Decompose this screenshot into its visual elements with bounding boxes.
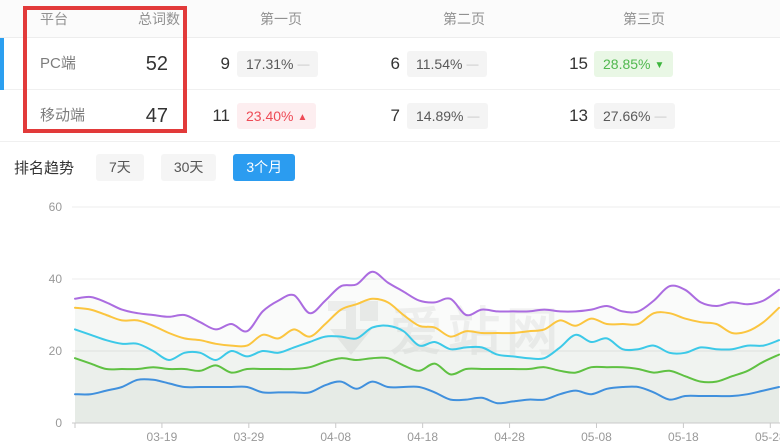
total-words-value: 47 (145, 105, 168, 127)
trend-section-title: 排名趋势 (14, 159, 75, 177)
page2-percent-badge: 14.89% — (407, 103, 489, 129)
percent-value: 11.54% (416, 56, 463, 72)
y-tick-label: 0 (55, 416, 62, 430)
page3-percent-badge: 27.66% — (594, 103, 676, 129)
trend-section-toolbar: 排名趋势 7天 30天 3个月 (0, 142, 780, 192)
chart-series-blue (74, 378, 780, 405)
trend-flat-icon: — (467, 109, 480, 123)
page1-percent-badge: 17.31% — (237, 51, 319, 77)
platform-label: 移动端 (40, 107, 86, 124)
chart-series-cyan (74, 324, 780, 361)
table-header-row: 平台 总词数 第一页 第二页 第三页 (0, 0, 780, 38)
tab-3months[interactable]: 3个月 (233, 153, 296, 181)
trend-flat-icon: — (654, 109, 667, 123)
trend-up-icon: ▲ (297, 112, 308, 123)
table-row-mobile[interactable]: 移动端 47 11 23.40% ▲ 7 14.89% — 13 27.66% — (0, 90, 780, 142)
area-fills (75, 272, 779, 423)
page1-count: 9 (220, 54, 230, 73)
trend-flat-icon: — (466, 57, 479, 71)
chart-series-purple (74, 270, 780, 333)
percent-value: 14.89% (416, 108, 464, 124)
x-axis: 03-19 03-29 04-08 04-18 04-28 05-08 05-18 05-28 (72, 422, 780, 442)
page3-count: 13 (569, 106, 588, 125)
page2-percent-badge: 11.54% — (407, 51, 488, 77)
x-tick-label: 03-19 (147, 430, 178, 442)
x-tick-label: 04-08 (320, 430, 351, 442)
ranking-trend-chart[interactable]: 爱站网 03-1903-2904-0804-1804-2805-0805-180… (0, 192, 780, 442)
line-chart-canvas[interactable]: 03-19 03-29 04-08 04-18 04-28 05-08 05-18 05-28… (0, 192, 780, 442)
x-tick-label: 05-08 (581, 430, 612, 442)
percent-value: 28.85% (603, 56, 651, 72)
column-header-page2: 第二页 (443, 11, 485, 27)
page3-percent-badge: 28.85% ▼ (594, 51, 674, 77)
percent-value: 27.66% (603, 108, 651, 124)
trend-flat-icon: — (297, 57, 310, 71)
column-header-page3: 第三页 (623, 11, 665, 27)
page2-count: 6 (390, 54, 400, 73)
x-tick-label: 04-28 (494, 430, 525, 442)
active-row-indicator (0, 38, 4, 90)
trend-down-icon: ▼ (654, 60, 665, 71)
table-row-pc[interactable]: PC端 52 9 17.31% — 6 11.54% — 15 28.85% ▼ (0, 38, 780, 90)
total-words-value: 52 (145, 53, 168, 75)
x-tick-label: 03-29 (233, 430, 264, 442)
percent-value: 23.40% (246, 108, 294, 124)
chart-series-yellow (74, 297, 780, 348)
y-tick-label: 20 (49, 344, 63, 358)
y-tick-label: 40 (49, 272, 63, 286)
page1-percent-badge: 23.40% ▲ (237, 103, 317, 129)
page2-count: 7 (390, 106, 400, 125)
column-header-total-words: 总词数 (138, 11, 180, 27)
x-tick-label: 05-28 (755, 430, 780, 442)
y-tick-label: 60 (49, 200, 63, 214)
page3-count: 15 (569, 54, 588, 73)
y-axis-labels: 0 20 40 60 (49, 200, 63, 430)
page1-count: 11 (212, 106, 230, 125)
tab-7days[interactable]: 7天 (96, 153, 144, 181)
percent-value: 17.31% (246, 56, 294, 72)
chart-series-green (74, 353, 780, 384)
column-header-page1: 第一页 (260, 11, 302, 27)
tab-30days[interactable]: 30天 (160, 153, 217, 181)
platform-label: PC端 (40, 55, 76, 72)
x-tick-label: 04-18 (407, 430, 438, 442)
column-header-platform: 平台 (40, 11, 68, 27)
keyword-rank-table: 平台 总词数 第一页 第二页 第三页 PC端 52 9 17.31% — 6 11… (0, 0, 780, 142)
x-tick-label: 05-18 (668, 430, 699, 442)
